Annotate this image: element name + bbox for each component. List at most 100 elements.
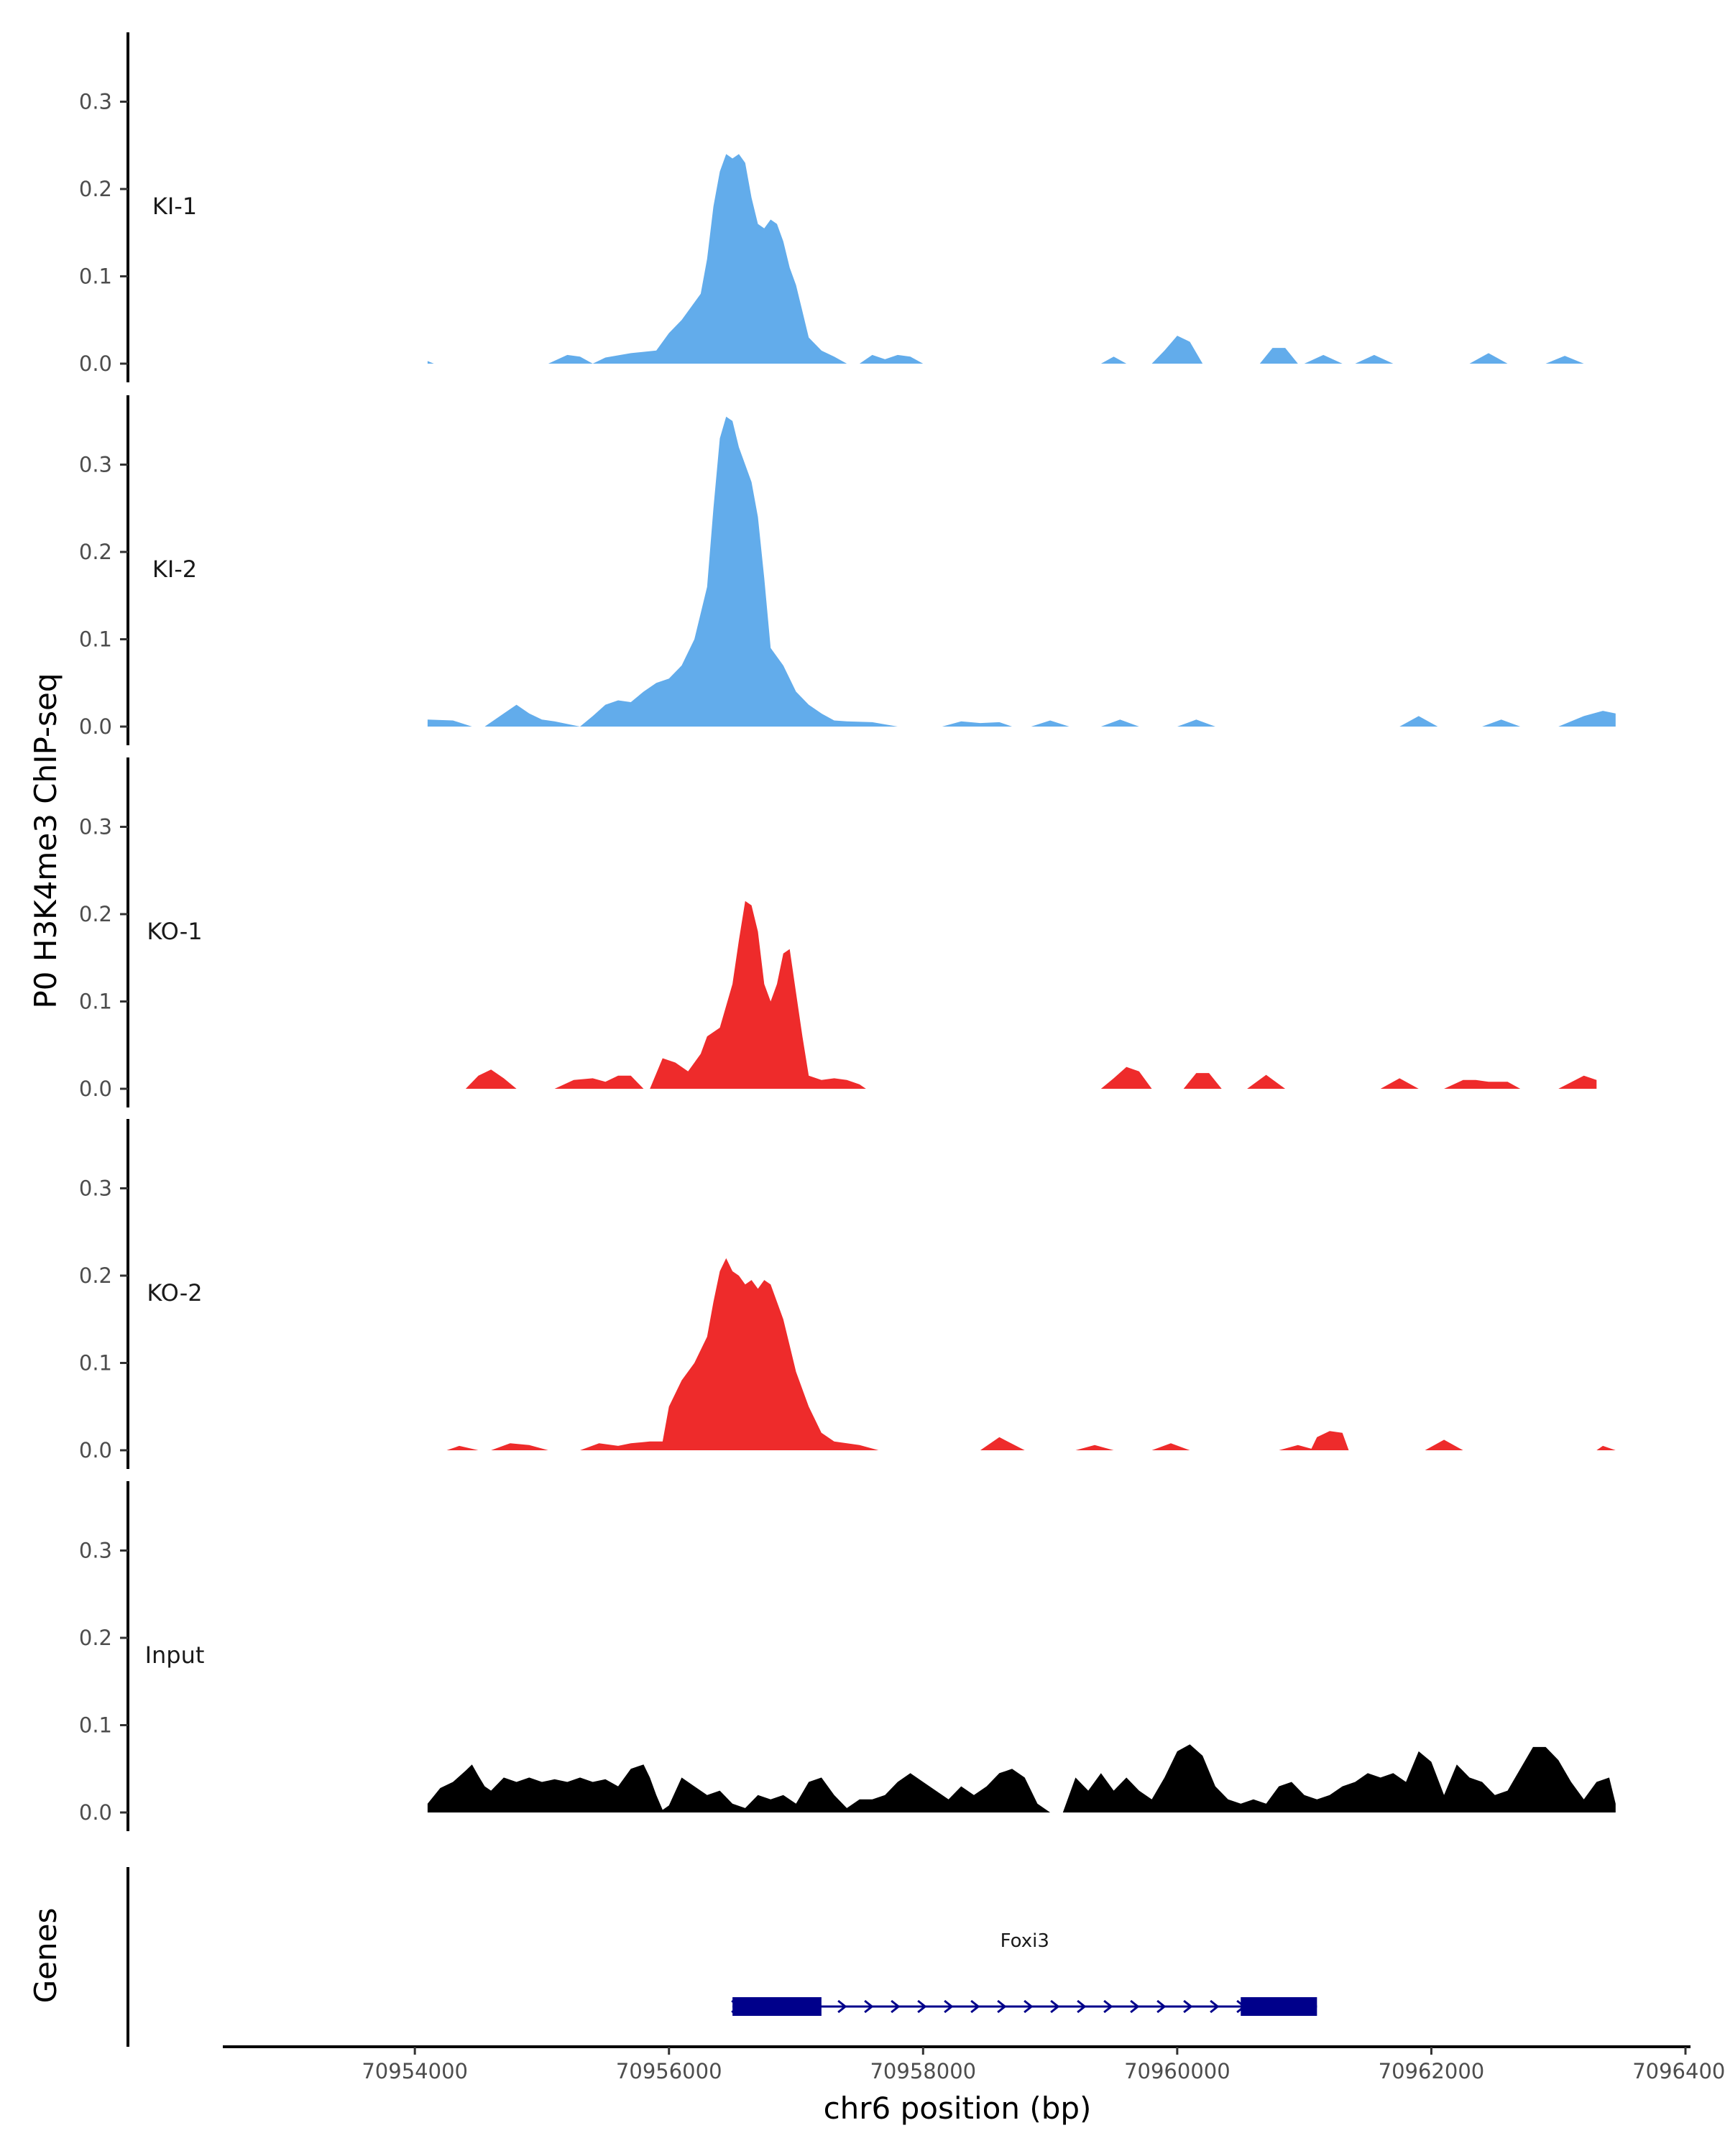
y-tick-label: 0.0 [79, 351, 112, 376]
signal-area-ko-1 [1100, 1067, 1152, 1089]
signal-area-ko-1 [465, 1069, 517, 1089]
signal-area-ko-2 [1151, 1443, 1190, 1450]
signal-area-ko-1 [1183, 1073, 1222, 1089]
signal-area-ko-2 [1075, 1445, 1114, 1450]
signal-area-ki-1 [1355, 354, 1394, 364]
strand-arrow-icon [891, 1999, 901, 2014]
signal-area-ko-2 [1596, 1445, 1616, 1450]
y-tick-label: 0.2 [79, 1263, 112, 1288]
gene-exon [732, 1997, 822, 2016]
y-tick-label: 0.2 [79, 540, 112, 564]
signal-area-ki-2 [1100, 719, 1139, 727]
strand-arrow-icon [1156, 1999, 1167, 2014]
y-tick-label: 0.3 [79, 90, 112, 114]
track-ki-1: 0.0 0.1 0.2 0.3 KI-1 [79, 32, 1584, 382]
signal-area-ki-1 [427, 361, 434, 364]
signal-area-ko-1 [1247, 1074, 1286, 1089]
genes-panel: Genes Foxi3 [28, 1867, 1317, 2047]
y-tick-label: 0.1 [79, 1713, 112, 1738]
signal-area-ko-2 [446, 1445, 479, 1450]
signal-area-ki-1 [859, 354, 924, 364]
strand-arrow-icon [1050, 1999, 1060, 2014]
y-tick-label: 0.3 [79, 1176, 112, 1201]
strand-arrow-icon [997, 1999, 1007, 2014]
track-input: 0.0 0.1 0.2 0.3 Input [79, 1481, 1616, 1831]
signal-area-ki-2 [580, 416, 898, 727]
track-label: KI-2 [152, 556, 197, 583]
signal-area-ki-1 [592, 154, 847, 364]
signal-area-ki-2 [1558, 711, 1616, 727]
signal-area-ki-2 [484, 704, 580, 727]
track-label: Input [145, 1641, 205, 1669]
strand-arrow-icon [837, 1999, 847, 2014]
strand-arrow-icon [1077, 1999, 1087, 2014]
signal-area-input [427, 1764, 1051, 1812]
y-tick-label: 0.0 [79, 714, 112, 739]
strand-arrow-icon [944, 1999, 954, 2014]
signal-area-ko-1 [554, 1075, 644, 1089]
strand-arrow-icon [1210, 1999, 1220, 2014]
x-axis-title: chr6 position (bp) [824, 2091, 1092, 2126]
x-tick-label: 70956000 [616, 2059, 722, 2083]
strand-arrow-icon [1130, 1999, 1140, 2014]
signal-area-ko-2 [1279, 1445, 1317, 1450]
x-tick-label: 70960000 [1124, 2059, 1230, 2083]
signal-area-ko-1 [1380, 1078, 1419, 1089]
genes-track-title: Genes [28, 1908, 63, 2004]
signal-area-ki-2 [1399, 716, 1438, 727]
signal-area-input [1062, 1744, 1616, 1812]
x-tick-label: 70962000 [1379, 2059, 1485, 2083]
signal-area-ki-1 [1304, 354, 1343, 364]
tracks-layer: 0.00.10.20.3KI-10.00.10.20.3KI-20.00.10.… [79, 32, 1616, 1831]
signal-area-ko-1 [1558, 1075, 1597, 1089]
signal-area-ko-2 [491, 1443, 548, 1450]
signal-area-ko-2 [580, 1258, 879, 1450]
gene-exon [1241, 1997, 1317, 2016]
signal-area-ki-1 [1469, 353, 1508, 364]
y-tick-label: 0.2 [79, 1626, 112, 1650]
x-axis: 70954000 70956000 70958000 70960000 70962000… [223, 2045, 1725, 2083]
y-tick-label: 0.0 [79, 1438, 112, 1462]
strand-arrow-icon [1183, 1999, 1193, 2014]
y-tick-label: 0.1 [79, 264, 112, 289]
track-label: KO-1 [147, 918, 202, 945]
track-ko-2: 0.0 0.1 0.2 0.3 KO-2 [79, 1119, 1616, 1469]
y-axis-title: P0 H3K4me3 ChIP-seq [28, 673, 63, 1008]
signal-area-ki-1 [1259, 348, 1298, 364]
strand-arrow-icon [1024, 1999, 1034, 2014]
gene-name-label: Foxi3 [1000, 1930, 1049, 1952]
signal-area-ki-1 [1100, 356, 1127, 364]
gene-foxi3: Foxi3 [731, 1930, 1317, 2016]
signal-area-ki-1 [1545, 356, 1584, 364]
signal-area-ko-1 [650, 900, 866, 1089]
track-label: KI-1 [152, 193, 197, 220]
strand-arrow-icon [970, 1999, 980, 2014]
y-tick-label: 0.0 [79, 1800, 112, 1825]
signal-area-ki-2 [1177, 719, 1215, 727]
x-tick-label: 70958000 [870, 2059, 976, 2083]
y-tick-label: 0.1 [79, 1351, 112, 1376]
signal-area-ki-1 [548, 354, 593, 364]
signal-area-ki-2 [1031, 720, 1070, 727]
signal-area-ko-2 [980, 1437, 1025, 1450]
strand-arrow-icon [1103, 1999, 1113, 2014]
y-tick-label: 0.2 [79, 902, 112, 926]
y-tick-label: 0.0 [79, 1077, 112, 1101]
track-ki-2: 0.0 0.1 0.2 0.3 KI-2 [79, 395, 1616, 745]
signal-area-ki-2 [1482, 719, 1521, 727]
strand-arrow-icon [917, 1999, 927, 2014]
track-ko-1: 0.0 0.1 0.2 0.3 KO-1 [79, 757, 1597, 1107]
x-tick-label: 70954000 [362, 2059, 468, 2083]
signal-area-ki-2 [942, 721, 1013, 727]
signal-area-ki-2 [427, 719, 472, 727]
y-tick-label: 0.3 [79, 1539, 112, 1563]
track-label: KO-2 [147, 1279, 202, 1307]
signal-area-ko-2 [1310, 1431, 1349, 1450]
y-tick-label: 0.1 [79, 627, 112, 652]
signal-area-ko-2 [1425, 1439, 1463, 1450]
y-tick-label: 0.1 [79, 990, 112, 1014]
y-tick-label: 0.3 [79, 453, 112, 477]
x-tick-label: 70964000 [1632, 2059, 1725, 2083]
signal-area-ki-1 [1151, 336, 1203, 364]
